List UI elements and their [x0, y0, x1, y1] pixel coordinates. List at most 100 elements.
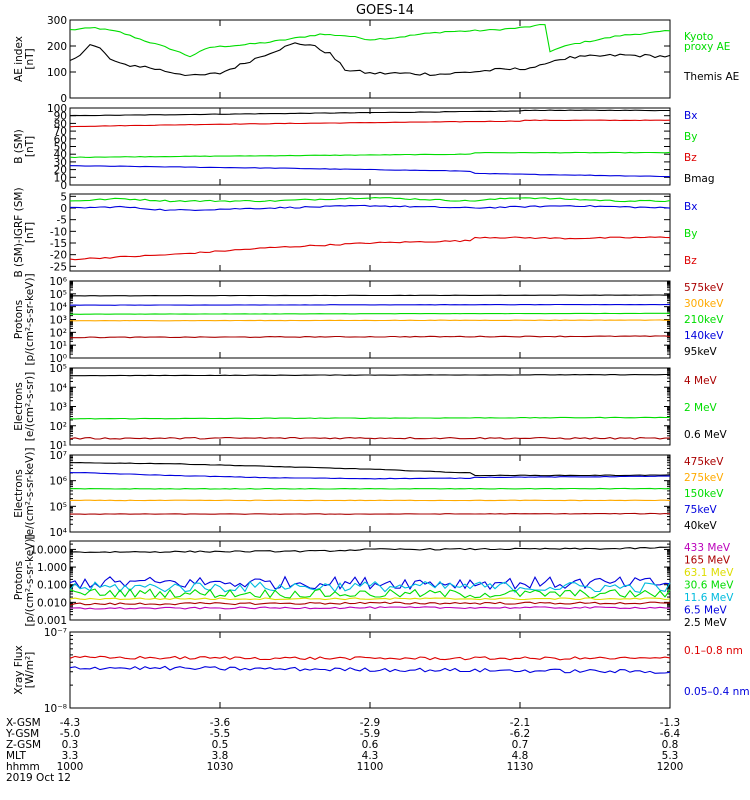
y-tick-label: 80 — [54, 118, 67, 130]
y-axis-label: [e/(cm²-s-sr)] — [24, 372, 36, 441]
legend-entry-p300: 300keV — [684, 298, 724, 310]
y-tick-label: 0 — [60, 93, 67, 105]
series-line-e2 — [69, 416, 671, 420]
x-row-value: 3.3 — [62, 750, 79, 762]
series-line-by — [69, 151, 671, 159]
series-line-p11 — [69, 580, 671, 594]
panel-bdiff: -25-20-15-10-505 B (SM)-IGRF (SM) [nT] Bx By… — [13, 187, 697, 277]
y-axis-label: AE index — [13, 36, 25, 82]
series-line-e4 — [69, 436, 671, 440]
series-line-x054 — [69, 665, 671, 674]
panel-electrons_mev: 10¹ 10² 10³ 10⁴ 10⁵ Electrons [e/(cm²-s-sr)] 4 … — [13, 363, 728, 452]
y-tick-label: 70 — [54, 126, 67, 138]
series-line-p210 — [70, 312, 670, 315]
y-axis-label: [nT] — [24, 136, 36, 157]
y-tick-label: 1.000 — [37, 562, 67, 574]
legend-entry-e75: 75keV — [684, 504, 718, 516]
series-line-x18 — [69, 655, 671, 661]
y-axis-label: Electrons — [13, 469, 25, 518]
series-line-e40 — [69, 461, 671, 477]
y-tick-label: 0 — [60, 203, 67, 215]
x-row-value: 0.7 — [512, 739, 529, 751]
x-row-label: Z-GSM — [6, 739, 41, 751]
legend-entry-p2: 2.5 MeV — [684, 617, 728, 629]
panel-frame — [69, 280, 671, 359]
legend-entry-e475: 475keV — [684, 456, 724, 468]
y-axis-label: [e/(cm²-s-sr-keV)] — [24, 448, 36, 540]
y-tick-label: 5 — [60, 191, 67, 203]
x-row-value: 4.3 — [362, 750, 379, 762]
y-axis-label: [p/(cm²-s-sr-keV)] — [24, 534, 36, 626]
x-row-value: -4.3 — [60, 717, 81, 729]
legend-entry-bz: Bz — [684, 255, 697, 267]
panel-xray: 10⁻⁸ 10⁻⁷ Xray Flux [W/m²] 0.1–0.8 nm 0.05–0.… — [13, 627, 750, 715]
y-tick-label: 300 — [47, 15, 67, 27]
y-axis-label: B (SM)-IGRF (SM) — [13, 187, 25, 277]
y-axis-label: B (SM) — [13, 129, 25, 163]
y-tick-label: -10 — [50, 226, 67, 238]
y-tick-label: 100 — [47, 103, 67, 115]
y-axis-label: [p/(cm²-s-sr-keV)] — [24, 273, 36, 365]
y-tick-label: 40 — [54, 149, 67, 161]
y-tick-label: 10⁴ — [49, 382, 67, 394]
y-tick-label: 10.000 — [30, 544, 67, 556]
x-row-value: 4.8 — [512, 750, 529, 762]
legend-entry-by: By — [684, 131, 697, 143]
y-tick-label: 0.010 — [37, 597, 67, 609]
series-line-e475 — [70, 512, 671, 515]
y-tick-label: 10⁶ — [49, 276, 67, 288]
legend-entry-p11: 11.6 MeV — [684, 592, 734, 604]
panel-frame — [69, 454, 671, 533]
x-row-label: X-GSM — [6, 717, 41, 729]
y-tick-label: 10⁵ — [49, 289, 67, 301]
y-tick-label: 10² — [49, 421, 67, 433]
series-line-p63 — [69, 597, 671, 601]
y-tick-label: 0.001 — [37, 615, 67, 627]
y-tick-label: 10⁴ — [49, 302, 67, 314]
x-row-label: MLT — [6, 750, 26, 762]
series-line-e75 — [69, 472, 670, 480]
series-line-p165 — [69, 601, 671, 606]
y-tick-label: 10⁻⁷ — [44, 627, 67, 639]
legend-entry-p63: 63.1 MeV — [684, 567, 734, 579]
x-row-value: -6.2 — [510, 728, 531, 740]
x-row-value: -3.6 — [210, 717, 231, 729]
y-tick-label: -15 — [50, 238, 67, 250]
series-line-p2 — [69, 546, 671, 554]
series-line-e06 — [69, 373, 670, 377]
x-row-value: -5.9 — [360, 728, 381, 740]
x-row-value: -6.4 — [660, 728, 681, 740]
legend-entry-kyoto: proxy AE — [684, 41, 730, 53]
series-line-p95 — [69, 294, 671, 297]
legend-entry-p30: 30.6 MeV — [684, 580, 734, 592]
panel-frame — [69, 19, 671, 99]
series-line-p30 — [69, 588, 671, 599]
y-tick-label: 10⁵ — [49, 363, 67, 375]
y-tick-label: 10⁷ — [49, 450, 67, 462]
y-tick-label: 10² — [49, 327, 67, 339]
y-tick-label: 0 — [60, 180, 67, 192]
series-line-kyoto — [69, 23, 671, 58]
legend-entry-p575: 575keV — [684, 282, 724, 294]
y-tick-label: -20 — [50, 250, 67, 262]
y-tick-label: 10⁰ — [49, 353, 67, 365]
series-line-p140 — [69, 303, 670, 306]
panel-frame — [69, 107, 671, 186]
legend-entry-kyoto: Kyoto — [684, 31, 713, 43]
x-row-value: 0.3 — [62, 739, 79, 751]
x-row-value: 1100 — [357, 761, 384, 773]
y-tick-label: 90 — [54, 111, 67, 123]
panel-frame — [69, 631, 671, 709]
x-row-value: 1200 — [657, 761, 684, 773]
x-row-value: 3.8 — [212, 750, 229, 762]
x-row-value: -5.5 — [210, 728, 231, 740]
y-axis-label: Protons — [13, 300, 25, 339]
series-line-bx — [70, 204, 671, 212]
y-tick-label: 0.100 — [37, 580, 67, 592]
x-row-value: 0.5 — [212, 739, 229, 751]
legend-entry-e06: 0.6 MeV — [684, 429, 728, 441]
y-tick-label: -5 — [57, 215, 67, 227]
x-row-value: 1030 — [207, 761, 234, 773]
